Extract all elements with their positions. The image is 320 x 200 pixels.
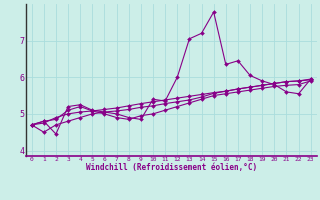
X-axis label: Windchill (Refroidissement éolien,°C): Windchill (Refroidissement éolien,°C) <box>86 163 257 172</box>
